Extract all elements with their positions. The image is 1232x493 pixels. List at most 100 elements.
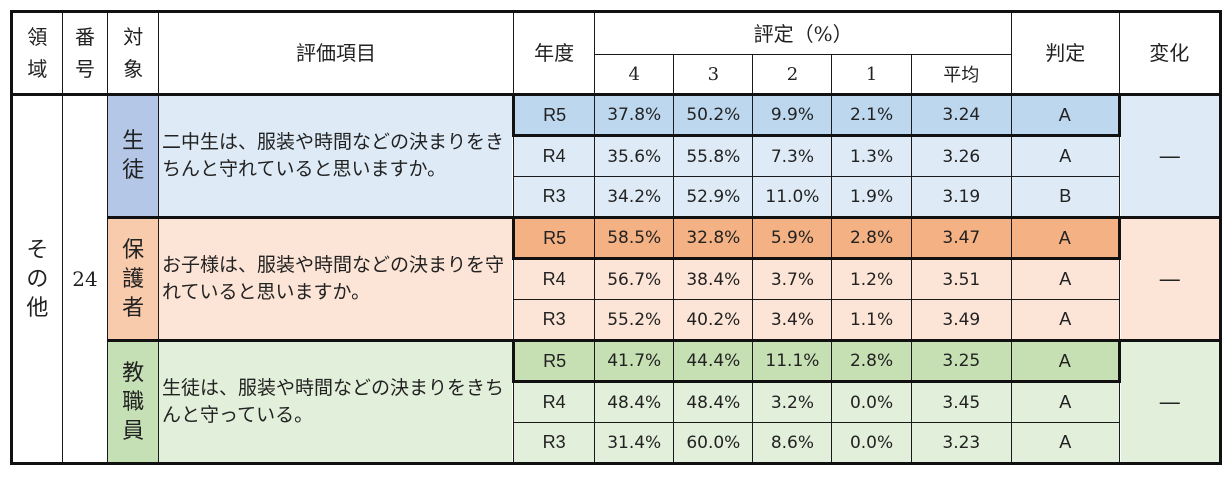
rating-p3-cell: 50.2% <box>673 93 754 137</box>
table-row: その他 24 生徒 二中生は、服装や時間などの決まりをきちんと守れていると思いますか。… <box>10 93 1223 465</box>
rating-avg-cell: 3.19 <box>910 176 1013 219</box>
item-cell: 生徒は、服装や時間などの決まりをきちんと守っている。 <box>158 340 515 465</box>
rating-p3-cell: 55.8% <box>673 135 754 177</box>
judgement-cell: A <box>1011 339 1121 383</box>
rating-p1-cell: 1.2% <box>831 258 912 300</box>
target-cell: 教職員 <box>107 340 160 465</box>
rating-p3-cell: 52.9% <box>673 176 754 219</box>
rating-p4-cell: 37.8% <box>594 93 675 137</box>
rating-p2-cell: 3.4% <box>752 299 833 342</box>
header-target-label: 対象 <box>123 25 144 81</box>
area-cell: その他 <box>10 94 63 465</box>
judgement-cell: A <box>1011 299 1120 342</box>
area-label: その他 <box>26 237 49 321</box>
year-cell: R3 <box>513 176 596 219</box>
rating-p4-cell: 35.6% <box>594 135 675 177</box>
judgement-cell: A <box>1011 381 1120 423</box>
rating-p2-cell: 3.2% <box>752 381 833 423</box>
rating-avg-cell: 3.25 <box>910 339 1013 383</box>
change-cell: — <box>1118 94 1223 219</box>
rating-p1-cell: 1.1% <box>831 299 912 342</box>
judgement-cell: A <box>1011 93 1121 137</box>
table-row: R4 56.7% 38.4% 3.7% 1.2% 3.51 A <box>12 258 1221 300</box>
table-row: R3 55.2% 40.2% 3.4% 1.1% 3.49 A <box>12 299 1221 342</box>
rating-p3-cell: 60.0% <box>673 422 754 465</box>
header-number: 番号 <box>61 10 109 96</box>
table-row: 教職員 生徒は、服装や時間などの決まりをきちんと守っている。 R5 41.7% 44.4… <box>12 339 1223 465</box>
rating-p2-cell: 7.3% <box>752 135 833 177</box>
judgement-cell: A <box>1011 422 1120 465</box>
rating-p1-cell: 2.8% <box>831 216 912 260</box>
year-cell: R4 <box>513 258 596 300</box>
rating-p4-cell: 56.7% <box>594 258 675 300</box>
year-cell: R3 <box>513 299 596 342</box>
change-cell: — <box>1118 217 1223 342</box>
evaluation-table: 領域 番号 対象 評価項目 年度 評定（%） 判定 変化 4 3 2 1 平均 … <box>10 10 1223 465</box>
rating-p3-cell: 40.2% <box>673 299 754 342</box>
rating-avg-cell: 3.45 <box>910 381 1013 423</box>
table-row: R3 34.2% 52.9% 11.0% 1.9% 3.19 B <box>12 176 1221 219</box>
table-row: R3 31.4% 60.0% 8.6% 0.0% 3.23 A <box>12 422 1221 465</box>
target-label: 保護者 <box>122 237 145 321</box>
header-target: 対象 <box>107 10 160 96</box>
header-rating-1: 1 <box>831 54 912 96</box>
header-judgement: 判定 <box>1011 10 1120 96</box>
evaluation-table-body: その他 24 生徒 二中生は、服装や時間などの決まりをきちんと守れていると思いますか。… <box>10 93 1223 465</box>
judgement-cell: A <box>1011 216 1121 260</box>
rating-p2-cell: 3.7% <box>752 258 833 300</box>
rating-p4-cell: 34.2% <box>594 176 675 219</box>
rating-p2-cell: 11.0% <box>752 176 833 219</box>
rating-p2-cell: 11.1% <box>752 339 833 383</box>
header-change: 変化 <box>1118 10 1223 96</box>
rating-p2-cell: 8.6% <box>752 422 833 465</box>
rating-avg-cell: 3.51 <box>910 258 1013 300</box>
year-cell: R5 <box>512 93 596 137</box>
rating-p2-cell: 9.9% <box>752 93 833 137</box>
header-rating-avg: 平均 <box>910 54 1013 96</box>
table-row: 保護者 お子様は、服装や時間などの決まりを守れていると思いますか。 R5 58.5% 3… <box>12 216 1223 342</box>
evaluation-table-container: 領域 番号 対象 評価項目 年度 評定（%） 判定 変化 4 3 2 1 平均 … <box>10 10 1223 465</box>
header-year: 年度 <box>513 10 596 96</box>
rating-p4-cell: 58.5% <box>594 216 675 260</box>
rating-p1-cell: 0.0% <box>831 381 912 423</box>
rating-p1-cell: 2.1% <box>831 93 912 137</box>
rating-avg-cell: 3.24 <box>910 93 1013 137</box>
year-cell: R4 <box>513 381 596 423</box>
rating-p4-cell: 55.2% <box>594 299 675 342</box>
judgement-cell: A <box>1011 135 1120 177</box>
rating-p1-cell: 0.0% <box>831 422 912 465</box>
rating-p3-cell: 32.8% <box>673 216 754 260</box>
year-cell: R5 <box>512 216 596 260</box>
rating-avg-cell: 3.26 <box>910 135 1013 177</box>
year-cell: R3 <box>513 422 596 465</box>
rating-p4-cell: 31.4% <box>594 422 675 465</box>
header-area: 領域 <box>10 10 63 96</box>
item-cell: 二中生は、服装や時間などの決まりをきちんと守れていると思いますか。 <box>158 94 515 219</box>
judgement-cell: B <box>1011 176 1120 219</box>
rating-p4-cell: 48.4% <box>594 381 675 423</box>
rating-p3-cell: 44.4% <box>673 339 754 383</box>
header-rating-4: 4 <box>594 54 675 96</box>
header-item: 評価項目 <box>158 10 515 96</box>
target-cell: 保護者 <box>107 217 160 342</box>
rating-p2-cell: 5.9% <box>752 216 833 260</box>
table-row: R4 48.4% 48.4% 3.2% 0.0% 3.45 A <box>12 381 1221 423</box>
header-rating-3: 3 <box>673 54 754 96</box>
rating-p4-cell: 41.7% <box>594 339 675 383</box>
rating-p3-cell: 48.4% <box>673 381 754 423</box>
rating-avg-cell: 3.49 <box>910 299 1013 342</box>
change-cell: — <box>1118 340 1223 465</box>
target-cell: 生徒 <box>107 94 160 219</box>
item-cell: お子様は、服装や時間などの決まりを守れていると思いますか。 <box>158 217 515 342</box>
rating-avg-cell: 3.23 <box>910 422 1013 465</box>
rating-p1-cell: 1.9% <box>831 176 912 219</box>
year-cell: R4 <box>513 135 596 177</box>
rating-p1-cell: 2.8% <box>831 339 912 383</box>
header-area-label: 領域 <box>27 25 48 81</box>
target-label: 教職員 <box>122 360 145 444</box>
year-cell: R5 <box>512 339 596 383</box>
table-row: R4 35.6% 55.8% 7.3% 1.3% 3.26 A <box>12 135 1221 177</box>
judgement-cell: A <box>1011 258 1120 300</box>
header-rating-group: 評定（%） <box>594 10 1013 55</box>
rating-avg-cell: 3.47 <box>910 216 1013 260</box>
